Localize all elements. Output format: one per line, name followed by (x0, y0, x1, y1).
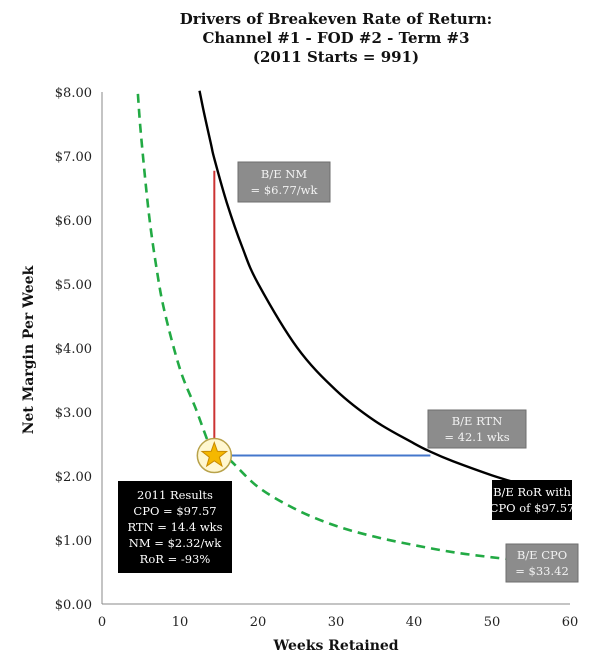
annotation-text: 2011 Results (137, 488, 213, 502)
annotation-box (237, 161, 331, 203)
x-tick-label: 50 (484, 615, 501, 630)
y-tick-labels: $0.00 $1.00 $2.00 $3.00 $4.00 $5.00 $6.00 $7.00… (55, 86, 92, 613)
chart-title-line: Drivers of Breakeven Rate of Return: (180, 10, 492, 28)
y-tick-label: $0.00 (55, 598, 92, 613)
y-tick-label: $3.00 (55, 406, 92, 421)
annotation-text: B/E RoR with (493, 485, 571, 499)
annotation-text: = 42.1 wks (444, 430, 509, 444)
annotation-results: 2011 Results CPO = $97.57 RTN = 14.4 wks NM… (118, 481, 232, 573)
annotation-text: B/E NM (261, 167, 307, 181)
x-tick-label: 10 (172, 615, 189, 630)
annotation-be-nm: B/E NM = $6.77/wk (237, 161, 331, 203)
breakeven-cpo-curve (136, 93, 524, 562)
star-icon (200, 441, 229, 468)
annotation-text: RoR = -93% (140, 552, 211, 566)
annotation-box (427, 409, 527, 449)
y-tick-label: $5.00 (55, 278, 92, 293)
annotation-box (118, 481, 232, 573)
annotation-box (505, 543, 579, 583)
annotation-text: B/E RTN (452, 414, 503, 428)
y-tick-label: $2.00 (55, 470, 92, 485)
y-tick-label: $8.00 (55, 86, 92, 101)
annotation-text: B/E CPO (517, 548, 567, 562)
x-tick-label: 20 (250, 615, 267, 630)
y-tick-label: $1.00 (55, 534, 92, 549)
annotation-text: NM = $2.32/wk (129, 536, 222, 550)
annotation-text: CPO = $97.57 (133, 504, 216, 518)
x-tick-label: 40 (406, 615, 423, 630)
guide-lines (213, 170, 431, 457)
annotation-text: CPO of $97.57 (490, 501, 575, 515)
x-axis-title: Weeks Retained (272, 638, 398, 654)
y-axis-title: Net Margin Per Week (21, 265, 37, 434)
annotation-be-cpo: B/E CPO = $33.42 (505, 543, 579, 583)
x-tick-label: 0 (98, 615, 106, 630)
x-tick-label: 30 (328, 615, 345, 630)
results-point (196, 437, 233, 474)
y-tick-label: $4.00 (55, 342, 92, 357)
chart-title-line: (2011 Starts = 991) (253, 48, 419, 66)
axes (101, 92, 570, 605)
chart-title-line: Channel #1 - FOD #2 - Term #3 (202, 29, 469, 47)
x-tick-labels: 0 10 20 30 40 50 60 (98, 615, 578, 630)
x-tick-label: 60 (562, 615, 579, 630)
chart-title: Drivers of Breakeven Rate of Return:Chan… (180, 10, 492, 66)
annotation-text: = $6.77/wk (251, 183, 319, 197)
breakeven-ror-curve (198, 90, 524, 487)
annotation-be-ror: B/E RoR with CPO of $97.57 (490, 480, 575, 520)
y-tick-label: $7.00 (55, 150, 92, 165)
annotation-text: RTN = 14.4 wks (127, 520, 222, 534)
annotation-be-rtn: B/E RTN = 42.1 wks (427, 409, 527, 449)
annotation-text: = $33.42 (515, 564, 569, 578)
series-lines (136, 90, 524, 562)
annotation-box (492, 480, 572, 520)
annotations: B/E NM = $6.77/wk B/E RTN = 42.1 wks B/E RoR… (118, 161, 579, 583)
y-tick-label: $6.00 (55, 214, 92, 229)
